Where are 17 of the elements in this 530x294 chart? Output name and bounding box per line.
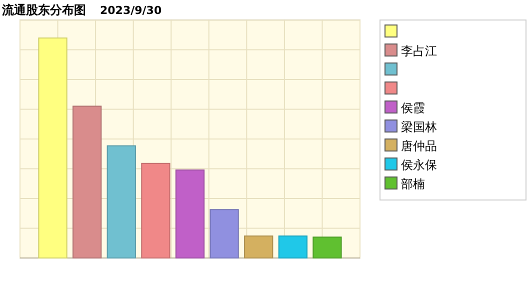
bar	[210, 209, 239, 258]
bar	[106, 145, 136, 258]
bar	[175, 170, 205, 258]
bar	[278, 236, 308, 258]
bar	[38, 38, 68, 258]
bar	[72, 106, 102, 258]
legend-label: 侯永保	[401, 158, 437, 172]
bar	[244, 236, 274, 258]
legend-label: 部楠	[401, 177, 425, 191]
chart-title: 流通股东分布图	[1, 3, 86, 17]
legend-label: 李占江	[401, 44, 437, 58]
bar	[141, 162, 170, 258]
legend-label: 侯霞	[401, 101, 425, 115]
bar	[312, 236, 342, 258]
chart-subtitle: 2023/9/30	[100, 4, 162, 17]
legend-label: 梁国林	[401, 120, 437, 134]
legend-label: 唐仲品	[401, 139, 437, 153]
